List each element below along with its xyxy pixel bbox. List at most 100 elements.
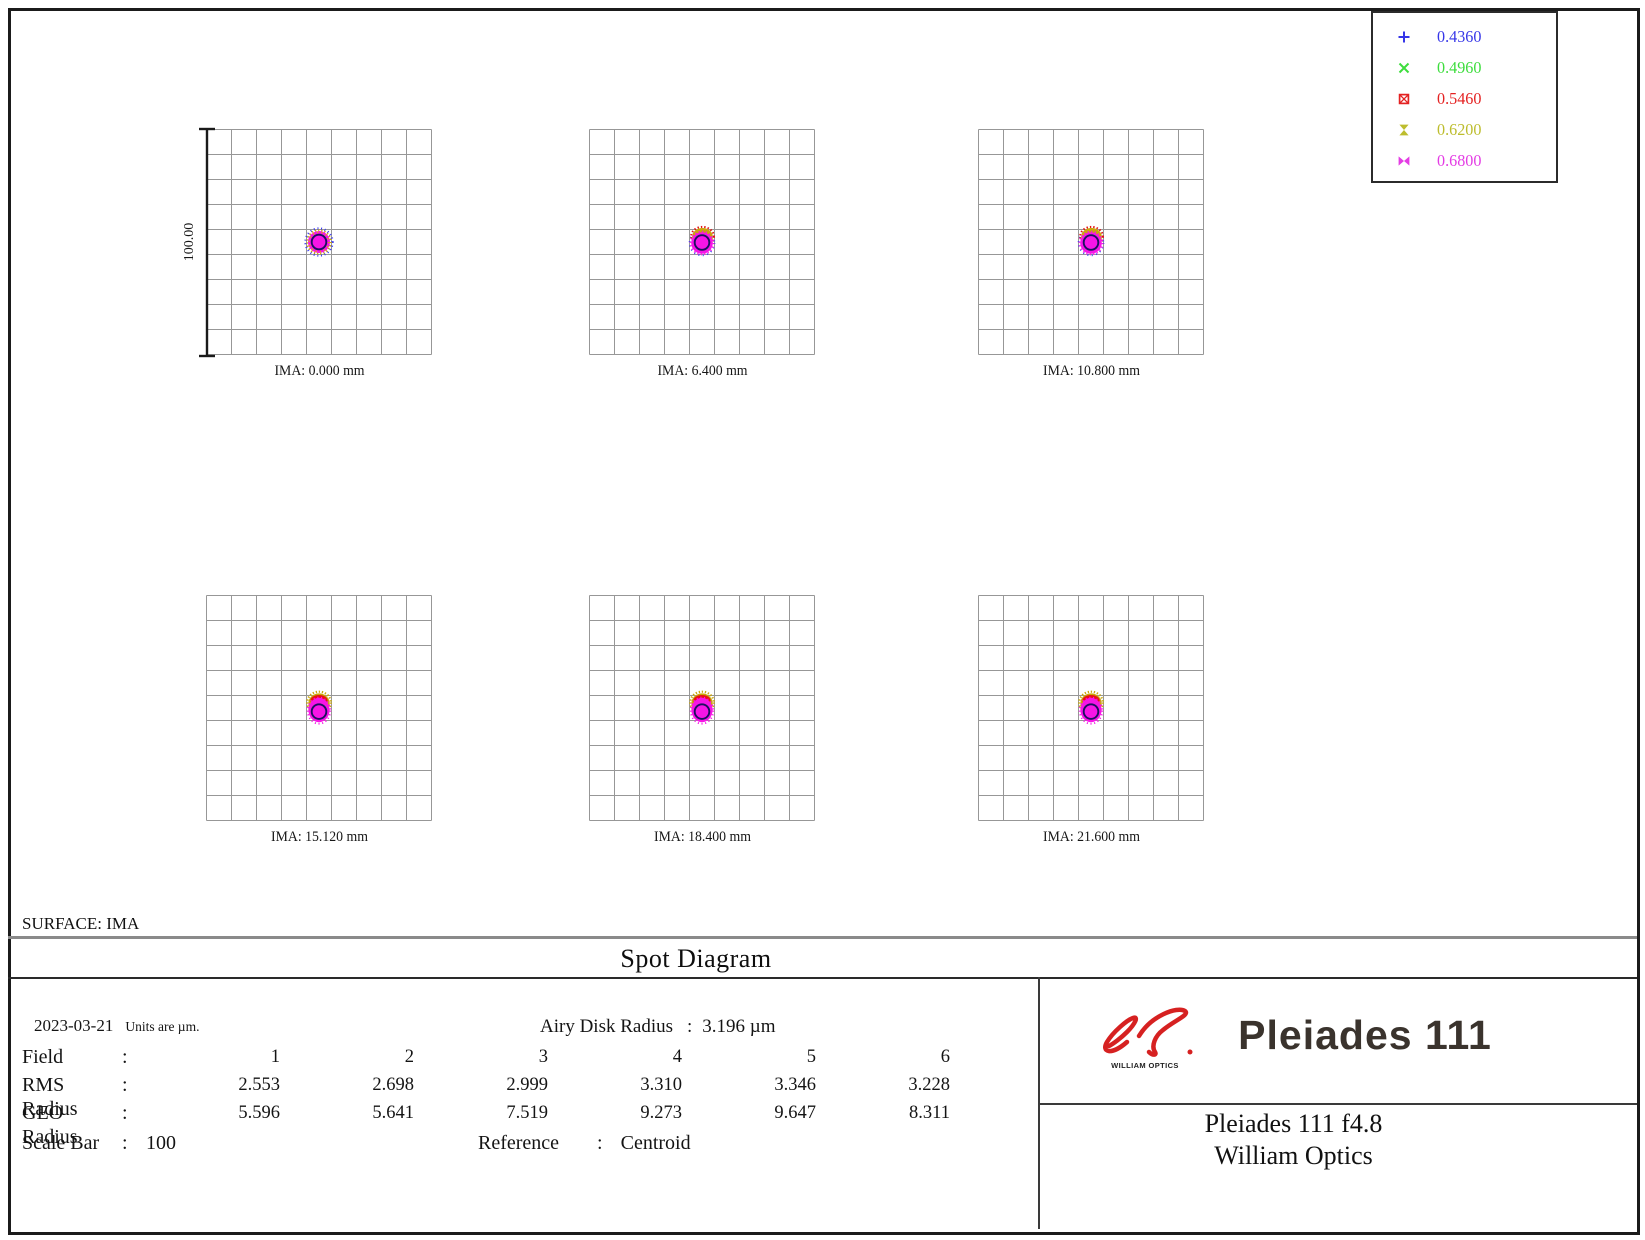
scale-bar-row: Scale Bar : 100 <box>22 1131 176 1155</box>
info-row-geo-radius: GEO Radius: 5.596 5.641 7.519 9.273 9.647 8.31… <box>22 1101 950 1149</box>
legend-marker-boxx-icon <box>1398 93 1410 104</box>
legend-wavelength: 0.4960 <box>1437 57 1482 77</box>
legend-marker-cross-icon <box>1398 62 1410 73</box>
legend-marker-plus-icon <box>1398 31 1410 42</box>
info-row-colon: : <box>122 1046 128 1068</box>
spot-panel-field-1: IMA: 0.000 mm <box>206 129 433 379</box>
logo-text: WILLIAM OPTICS <box>1111 1061 1179 1070</box>
reference-label: Reference <box>478 1132 560 1154</box>
spot-cluster <box>1078 690 1104 725</box>
spot-panel-field-2: IMA: 6.400 mm <box>589 129 816 379</box>
panel-ima-label: IMA: 15.120 mm <box>270 829 368 845</box>
panel-ima-label: IMA: 6.400 mm <box>657 363 748 379</box>
panel-grid <box>978 129 1204 355</box>
spot-cluster <box>304 227 334 257</box>
legend-wavelength: 0.5460 <box>1437 88 1482 108</box>
legend-marker <box>1397 92 1411 106</box>
scale-bar <box>199 127 215 358</box>
reference-colon: : <box>597 1132 603 1154</box>
legend-marker <box>1397 61 1411 75</box>
legend-entries: 0.4360 0.4960 0.5460 0.6200 0.6800 <box>1373 21 1556 176</box>
scale-bar-row-label: Scale Bar <box>22 1132 100 1154</box>
scale-bar-label: 100.00 <box>182 222 197 262</box>
info-row-colon: : <box>122 1102 128 1124</box>
info-cell: 3.310 <box>640 1075 682 1095</box>
legend-entry: 0.5460 <box>1373 83 1556 114</box>
legend-entry: 0.4360 <box>1373 21 1556 52</box>
airy-label: Airy Disk Radius <box>540 1016 673 1037</box>
william-optics-logo: WILLIAM OPTICS <box>1090 1002 1200 1078</box>
date-label: 2023-03-21 <box>34 1016 114 1035</box>
panel-grid <box>589 129 815 355</box>
panel-ima-label: IMA: 21.600 mm <box>1042 829 1140 845</box>
info-cell: 5.596 <box>238 1103 280 1123</box>
legend-wavelength: 0.6200 <box>1437 119 1482 139</box>
info-row-colon: : <box>122 1074 128 1096</box>
airy-colon: : <box>687 1016 693 1037</box>
spot-panel-field-4: IMA: 15.120 mm <box>206 595 433 845</box>
divider-vertical <box>1038 977 1040 1229</box>
legend-marker <box>1397 154 1411 168</box>
spot-panel-field-6: IMA: 21.600 mm <box>978 595 1205 845</box>
airy-value: 3.196 µm <box>702 1016 776 1037</box>
info-row-field: Field: 1 2 3 4 5 6 <box>22 1045 950 1069</box>
logo-bird-icon <box>1103 1007 1193 1057</box>
info-cell: 7.519 <box>506 1103 548 1123</box>
info-cell: 4 <box>672 1047 682 1067</box>
spot-cluster <box>1077 225 1105 257</box>
info-cell: 3.228 <box>908 1075 950 1095</box>
legend-marker <box>1397 30 1411 44</box>
panel-grid <box>206 595 432 821</box>
legend-marker <box>1397 123 1411 137</box>
model-line1: Pleiades 111 f4.8 <box>1204 1109 1383 1138</box>
spot-cluster <box>306 690 332 725</box>
product-name: Pleiades 111 <box>1238 1012 1492 1058</box>
info-row-label: RMS Radius <box>22 1074 78 1120</box>
panel-ima-label: IMA: 10.800 mm <box>1042 363 1140 379</box>
reference-row: Reference : Centroid <box>478 1131 691 1155</box>
info-cell: 9.647 <box>774 1103 816 1123</box>
info-cell: 2.698 <box>372 1075 414 1095</box>
info-row-label: GEO Radius <box>22 1102 78 1148</box>
panel-grid <box>589 595 815 821</box>
legend-wavelength: 0.6800 <box>1437 150 1482 170</box>
info-cell: 6 <box>940 1047 950 1067</box>
info-cell: 9.273 <box>640 1103 682 1123</box>
model-line2: William Optics <box>1214 1141 1373 1170</box>
divider-title-bottom <box>8 977 1637 979</box>
spot-panel-field-3: IMA: 10.800 mm <box>978 129 1205 379</box>
legend-entry: 0.6200 <box>1373 114 1556 145</box>
scale-bar-row-colon: : <box>122 1132 128 1154</box>
info-cell: 3 <box>538 1047 548 1067</box>
info-cell: 2.553 <box>238 1075 280 1095</box>
surface-label: SURFACE: IMA <box>22 914 140 933</box>
info-cell: 1 <box>270 1047 280 1067</box>
scale-bar-row-value: 100 <box>146 1132 176 1154</box>
airy-disk-row: Airy Disk Radius:3.196 µm <box>540 1016 776 1038</box>
panel-ima-label: IMA: 0.000 mm <box>274 363 365 379</box>
panel-grid <box>206 129 432 355</box>
panel-grid <box>978 595 1204 821</box>
legend-marker-hourglass-icon <box>1399 124 1409 135</box>
info-cell: 8.311 <box>909 1103 950 1123</box>
info-cell: 3.346 <box>774 1075 816 1095</box>
legend-marker-bowtie-icon <box>1398 155 1410 166</box>
info-cell: 2.999 <box>506 1075 548 1095</box>
wavelength-legend: 0.4360 0.4960 0.5460 0.6200 0.6800 <box>1371 11 1558 183</box>
divider-brand <box>1040 1103 1637 1105</box>
info-cell: 5.641 <box>372 1103 414 1123</box>
info-row-rms-radius: RMS Radius: 2.553 2.698 2.999 3.310 3.346 3.22… <box>22 1073 950 1121</box>
page-title: Spot Diagram <box>620 944 772 973</box>
date-units-row: 2023-03-21 Units are µm. <box>34 1016 199 1036</box>
spot-cluster <box>689 690 715 725</box>
spot-cluster <box>688 225 716 257</box>
title-row: Spot Diagram <box>8 944 1384 974</box>
panel-ima-label: IMA: 18.400 mm <box>653 829 751 845</box>
spot-panel-field-5: IMA: 18.400 mm <box>589 595 816 845</box>
info-row-label: Field <box>22 1046 64 1068</box>
units-label: Units are µm. <box>125 1019 200 1034</box>
legend-entry: 0.4960 <box>1373 52 1556 83</box>
info-cell: 5 <box>806 1047 816 1067</box>
legend-entry: 0.6800 <box>1373 145 1556 176</box>
